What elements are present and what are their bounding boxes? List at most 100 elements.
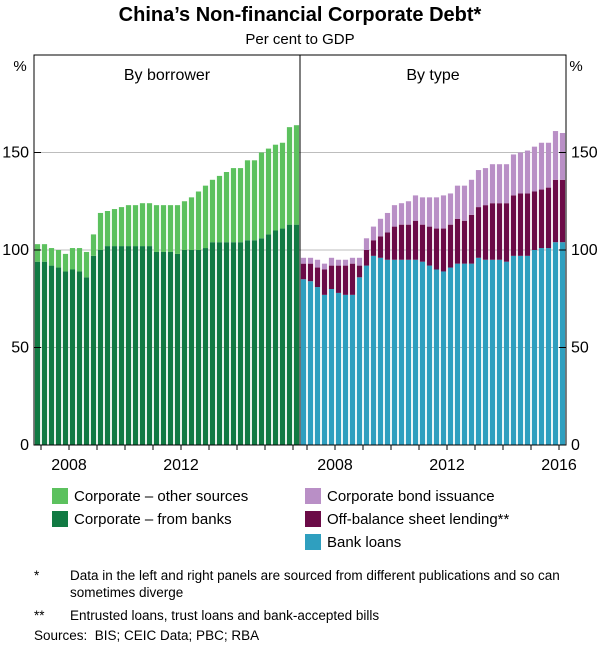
- bar-segment: [510, 154, 517, 196]
- bar-segment: [314, 259, 321, 268]
- bar-segment: [195, 250, 202, 445]
- bar-segment: [209, 242, 216, 445]
- legend-swatch: [305, 488, 321, 504]
- bar-segment: [531, 250, 538, 445]
- bar-segment: [433, 197, 440, 229]
- bar-segment: [538, 142, 545, 190]
- bar-segment: [90, 255, 97, 445]
- bar-segment: [342, 294, 349, 445]
- bar-segment: [90, 234, 97, 256]
- bar-segment: [405, 224, 412, 260]
- y-tick-label: 150: [2, 145, 29, 162]
- bar-segment: [272, 144, 279, 231]
- panel-title-right: By type: [406, 67, 459, 84]
- bar-segment: [440, 195, 447, 229]
- bar-segment: [531, 146, 538, 192]
- bar-segment: [188, 250, 195, 445]
- bar-segment: [279, 142, 286, 229]
- bar-segment: [363, 238, 370, 250]
- bar-segment: [279, 228, 286, 445]
- bar-segment: [174, 205, 181, 254]
- y-tick-label: 100: [571, 242, 598, 259]
- bar-segment: [461, 185, 468, 221]
- bar-segment: [286, 127, 293, 225]
- legend-swatch: [52, 511, 68, 527]
- bar-segment: [475, 207, 482, 258]
- bar-segment: [426, 197, 433, 227]
- bar-segment: [384, 259, 391, 445]
- left-panel-bars: [34, 125, 300, 445]
- bar-segment: [398, 259, 405, 445]
- bar-segment: [545, 142, 552, 188]
- x-tick-label: 2008: [317, 457, 353, 474]
- bar-segment: [398, 203, 405, 225]
- bar-segment: [307, 257, 314, 264]
- bar-segment: [125, 205, 132, 247]
- y-unit-right: %: [569, 58, 582, 75]
- bar-segment: [349, 294, 356, 445]
- bar-segment: [125, 246, 132, 445]
- bar-segment: [62, 271, 69, 445]
- bar-segment: [139, 246, 146, 445]
- bar-segment: [209, 179, 216, 243]
- legend-swatch: [305, 534, 321, 550]
- bar-segment: [412, 195, 419, 221]
- bar-segment: [545, 187, 552, 249]
- bar-segment: [272, 230, 279, 445]
- bar-segment: [454, 263, 461, 445]
- bar-segment: [531, 191, 538, 250]
- bar-segment: [230, 168, 237, 243]
- legend-label: Corporate – from banks: [74, 511, 232, 528]
- bar-segment: [552, 242, 559, 445]
- bar-segment: [69, 269, 76, 445]
- bar-segment: [496, 203, 503, 260]
- bar-segment: [433, 269, 440, 445]
- bar-segment: [251, 160, 258, 241]
- bar-segment: [482, 168, 489, 206]
- bar-segment: [510, 195, 517, 256]
- bar-segment: [104, 246, 111, 445]
- bar-segment: [552, 131, 559, 180]
- sources: Sources: BIS; CEIC Data; PBC; RBA: [34, 628, 260, 643]
- bar-segment: [377, 218, 384, 237]
- y-unit-left: %: [13, 58, 26, 75]
- bar-segment: [503, 261, 510, 445]
- bar-segment: [552, 179, 559, 243]
- bar-segment: [307, 263, 314, 282]
- bar-segment: [482, 205, 489, 260]
- bar-segment: [524, 150, 531, 194]
- bar-segment: [237, 242, 244, 445]
- bar-segment: [517, 152, 524, 194]
- bar-segment: [153, 251, 160, 445]
- bar-segment: [83, 251, 90, 278]
- bar-segment: [258, 238, 265, 445]
- bar-segment: [160, 251, 167, 445]
- bar-segment: [524, 255, 531, 445]
- bar-segment: [244, 160, 251, 241]
- bar-segment: [335, 259, 342, 266]
- bar-segment: [475, 257, 482, 445]
- bar-segment: [258, 152, 265, 239]
- bar-segment: [328, 289, 335, 445]
- y-tick-label: 0: [20, 437, 29, 454]
- bar-segment: [419, 224, 426, 262]
- x-tick-label: 2012: [163, 457, 199, 474]
- bar-segment: [230, 242, 237, 445]
- bar-segment: [48, 265, 55, 445]
- bar-segment: [349, 257, 356, 264]
- bar-segment: [307, 281, 314, 445]
- bar-segment: [468, 263, 475, 445]
- bar-segment: [503, 164, 510, 204]
- bar-segment: [370, 240, 377, 256]
- bar-segment: [328, 265, 335, 289]
- bar-segment: [244, 240, 251, 445]
- bar-segment: [384, 212, 391, 233]
- bar-segment: [349, 263, 356, 295]
- legend-label: Bank loans: [327, 534, 401, 551]
- bar-segment: [482, 259, 489, 445]
- bar-segment: [328, 257, 335, 266]
- footnote-mark: *: [34, 568, 40, 583]
- bar-segment: [76, 271, 83, 445]
- legend-label: Corporate bond issuance: [327, 488, 495, 505]
- bar-segment: [118, 246, 125, 445]
